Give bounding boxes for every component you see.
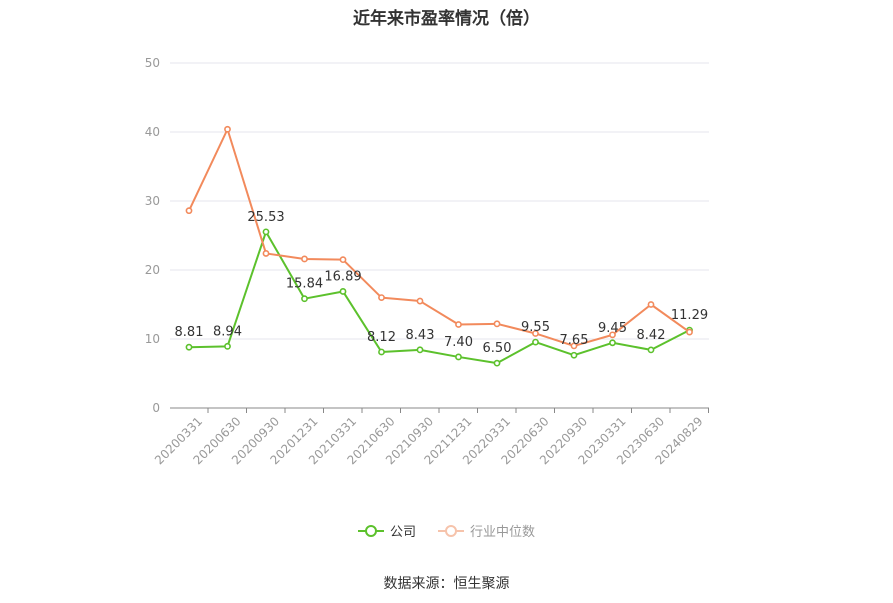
- point-industry-median: [647, 301, 655, 308]
- point-company: [532, 338, 539, 346]
- y-tick-label: 10: [145, 332, 160, 346]
- legend-label-company: 公司: [389, 525, 416, 540]
- data-label: 11.29: [671, 308, 708, 323]
- y-tick-label: 40: [145, 125, 160, 139]
- point-industry-median: [378, 294, 385, 301]
- data-label: 7.65: [560, 333, 589, 348]
- data-label: 8.81: [175, 325, 204, 340]
- data-label: 15.84: [286, 277, 323, 292]
- data-label: 8.12: [367, 330, 396, 345]
- data-label: 7.40: [444, 335, 473, 350]
- y-axis: 0 10 20 30 40 50: [145, 56, 160, 415]
- data-source-note: 数据来源：恒生聚源: [383, 576, 510, 592]
- point-industry-median: [185, 207, 193, 215]
- legend-item-company[interactable]: 公司: [357, 521, 416, 540]
- point-industry-median: [532, 330, 539, 337]
- data-label: 8.42: [637, 328, 666, 343]
- point-company: [493, 359, 501, 367]
- point-company: [609, 339, 616, 347]
- grid-lines: [170, 62, 709, 340]
- point-company: [455, 353, 462, 361]
- point-company: [224, 342, 231, 350]
- point-industry-median: [609, 331, 616, 339]
- y-tick-label: 20: [145, 263, 160, 277]
- legend: 公司 行业中位数: [0, 521, 893, 540]
- point-industry-median: [493, 320, 501, 328]
- point-industry-median: [686, 328, 693, 336]
- data-label: 9.55: [521, 320, 550, 335]
- point-industry-median: [339, 256, 347, 264]
- point-industry-median: [416, 297, 424, 305]
- data-labels: 8.81 8.94 25.53 15.84 16.89 8.12 8.43 7.40 6.50 9…: [175, 210, 709, 356]
- data-label: 6.50: [483, 341, 512, 356]
- point-company: [185, 343, 193, 351]
- legend-label-industry-median: 行业中位数: [470, 525, 536, 540]
- data-label: 25.53: [247, 210, 284, 225]
- point-company: [339, 288, 347, 295]
- point-company: [262, 228, 270, 236]
- data-label: 16.89: [324, 269, 361, 284]
- point-company: [647, 346, 655, 354]
- x-axis: 2020033120200630202009302020123120210331…: [152, 407, 709, 467]
- point-industry-median: [301, 255, 308, 263]
- point-company: [570, 351, 578, 359]
- data-label: 8.94: [213, 324, 242, 339]
- point-industry-median: [570, 342, 578, 350]
- legend-line-marker-icon: [438, 524, 464, 537]
- data-label: 8.43: [406, 328, 435, 343]
- data-label: 9.45: [598, 321, 627, 336]
- point-industry-median: [455, 321, 462, 328]
- point-industry-median: [224, 125, 231, 133]
- series-lines: [185, 125, 693, 367]
- y-tick-label: 50: [145, 56, 160, 70]
- series-line-company: [188, 230, 690, 365]
- legend-line-marker-icon: [357, 524, 384, 537]
- point-company: [378, 348, 385, 356]
- point-industry-median: [262, 250, 270, 257]
- chart-title: 近年来市盈率情况（倍）: [353, 9, 540, 29]
- legend-item-industry-median[interactable]: 行业中位数: [438, 521, 535, 540]
- y-tick-label: 0: [152, 401, 160, 415]
- point-company: [301, 295, 308, 303]
- series-line-industry-median: [188, 128, 691, 347]
- point-company: [416, 346, 424, 354]
- y-tick-label: 30: [145, 194, 160, 208]
